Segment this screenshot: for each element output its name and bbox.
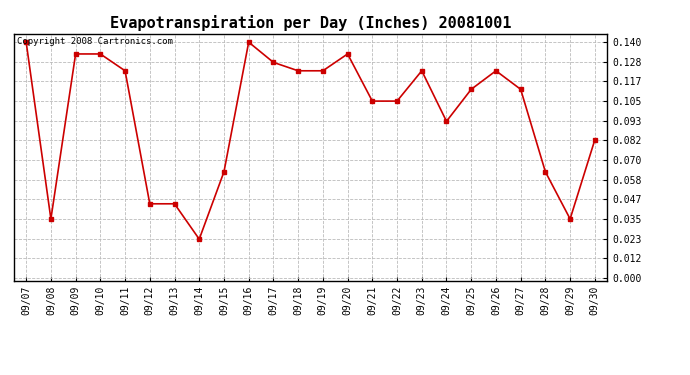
Title: Evapotranspiration per Day (Inches) 20081001: Evapotranspiration per Day (Inches) 2008… [110, 15, 511, 31]
Text: Copyright 2008 Cartronics.com: Copyright 2008 Cartronics.com [17, 38, 172, 46]
